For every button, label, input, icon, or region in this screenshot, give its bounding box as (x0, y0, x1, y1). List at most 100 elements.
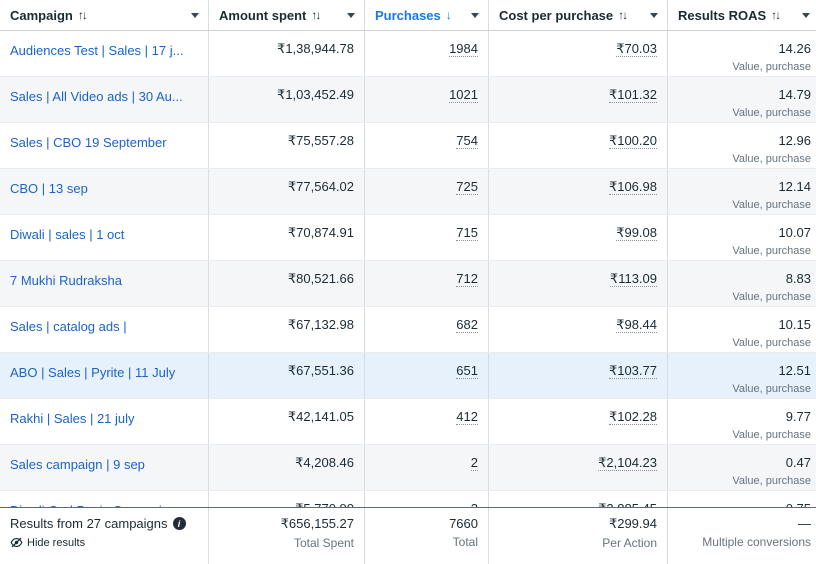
sort-arrows-icon: ↑↓ (618, 8, 628, 22)
roas-total-value: — (798, 516, 811, 531)
results-roas-cell: 12.51 Value, purchase (668, 353, 816, 398)
info-icon[interactable]: i (172, 517, 186, 530)
sort-arrows-icon: ↑↓ (77, 8, 88, 22)
table-row: Rakhi | Sales | 21 july ₹42,141.05 412 ₹… (0, 399, 816, 445)
campaign-cell: ABO | Sales | Pyrite | 11 July (0, 353, 209, 398)
campaign-link[interactable]: CBO | 13 sep (10, 181, 88, 196)
chevron-down-icon[interactable] (802, 12, 810, 18)
amount-spent-value: ₹4,208.46 (295, 455, 354, 470)
roas-value: 8.83 (785, 271, 811, 286)
results-roas-cell: 14.79 Value, purchase (668, 77, 816, 122)
roas-value: 12.96 (778, 133, 811, 148)
table-footer-row: Results from 27 campaigns i Hide results… (0, 507, 816, 564)
column-header-cost-per-purchase[interactable]: Cost per purchase ↑↓ (489, 0, 668, 30)
campaign-link[interactable]: ABO | Sales | Pyrite | 11 July (10, 365, 176, 380)
campaign-link[interactable]: Sales | CBO 19 September (10, 135, 167, 150)
results-roas-cell: 8.83 Value, purchase (668, 261, 816, 306)
purchases-cell: 1021 (365, 77, 489, 122)
purchases-value[interactable]: 412 (456, 409, 478, 425)
purchases-value[interactable]: 2 (470, 501, 478, 507)
campaign-link[interactable]: Sales | catalog ads | (10, 319, 127, 334)
purchases-cell: 725 (365, 169, 489, 214)
results-roas-cell: 0.75 (668, 491, 816, 507)
table-row: Diwali | sales | 1 oct ₹70,874.91 715 ₹9… (0, 215, 816, 261)
campaign-link[interactable]: Diwali God Pooja Samagri (10, 503, 162, 507)
purchases-cell: 754 (365, 123, 489, 168)
roas-value: 10.15 (778, 317, 811, 332)
purchases-cell: 412 (365, 399, 489, 444)
cost-per-purchase-value[interactable]: ₹113.09 (609, 271, 657, 287)
column-header-results-roas[interactable]: Results ROAS ↑↓ (668, 0, 816, 30)
cost-per-purchase-cell: ₹70.03 (489, 31, 668, 76)
sort-arrows-icon: ↑↓ (311, 8, 321, 22)
cost-per-purchase-value[interactable]: ₹103.77 (608, 363, 657, 379)
purchases-value[interactable]: 712 (456, 271, 478, 287)
purchases-value[interactable]: 754 (456, 133, 478, 149)
purchases-cell: 1984 (365, 31, 489, 76)
cost-per-purchase-cell: ₹100.20 (489, 123, 668, 168)
cost-per-purchase-value[interactable]: ₹98.44 (616, 317, 657, 333)
cost-per-purchase-value[interactable]: ₹99.08 (616, 225, 657, 241)
total-spent-cell: ₹656,155.27 Total Spent (209, 508, 365, 564)
cost-per-purchase-value[interactable]: ₹100.20 (608, 133, 657, 149)
purchases-value[interactable]: 1984 (449, 41, 478, 57)
eye-slash-icon (10, 537, 23, 548)
campaign-link[interactable]: Audiences Test | Sales | 17 j... (10, 43, 184, 58)
results-summary-cell: Results from 27 campaigns i Hide results (0, 508, 209, 564)
cost-per-purchase-cell: ₹101.32 (489, 77, 668, 122)
purchases-value[interactable]: 715 (456, 225, 478, 241)
roas-attribution-label: Value, purchase (732, 245, 811, 257)
amount-spent-cell: ₹4,208.46 (209, 445, 365, 490)
roas-value: 12.14 (778, 179, 811, 194)
cost-per-purchase-cell: ₹99.08 (489, 215, 668, 260)
column-label: Amount spent (219, 7, 307, 23)
roas-value: 14.79 (778, 87, 811, 102)
roas-attribution-label: Value, purchase (732, 429, 811, 441)
column-header-campaign[interactable]: Campaign ↑↓ (0, 0, 209, 30)
amount-spent-cell: ₹5,770.90 (209, 491, 365, 507)
sort-arrows-icon: ↑↓ (771, 8, 781, 22)
purchases-cell: 651 (365, 353, 489, 398)
purchases-value[interactable]: 1021 (449, 87, 478, 103)
hide-results-button[interactable]: Hide results (10, 536, 202, 549)
amount-spent-value: ₹67,551.36 (287, 363, 354, 378)
cost-per-purchase-value[interactable]: ₹106.98 (608, 179, 657, 195)
table-row: Sales | All Video ads | 30 Au... ₹1,03,4… (0, 77, 816, 123)
cost-per-purchase-value[interactable]: ₹2,885.45 (598, 501, 657, 507)
cost-per-purchase-value[interactable]: ₹102.28 (608, 409, 657, 425)
purchases-cell: 2 (365, 445, 489, 490)
cost-per-purchase-value[interactable]: ₹101.32 (608, 87, 657, 103)
cost-per-purchase-value[interactable]: ₹70.03 (616, 41, 657, 57)
purchases-value[interactable]: 651 (456, 363, 478, 379)
amount-spent-cell: ₹77,564.02 (209, 169, 365, 214)
cost-per-purchase-value[interactable]: ₹2,104.23 (598, 455, 657, 471)
purchases-value[interactable]: 682 (456, 317, 478, 333)
roas-attribution-label: Value, purchase (732, 61, 811, 73)
results-roas-cell: 10.15 Value, purchase (668, 307, 816, 352)
campaign-link[interactable]: Rakhi | Sales | 21 july (10, 411, 135, 426)
purchases-value[interactable]: 725 (456, 179, 478, 195)
column-header-amount-spent[interactable]: Amount spent ↑↓ (209, 0, 365, 30)
roas-total-label: Multiple conversions (702, 535, 811, 549)
sort-descending-icon: ↓ (445, 8, 452, 22)
column-header-purchases[interactable]: Purchases ↓ (365, 0, 489, 30)
campaign-cell: Diwali | sales | 1 oct (0, 215, 209, 260)
cost-total-cell: ₹299.94 Per Action (489, 508, 668, 564)
results-roas-cell: 12.96 Value, purchase (668, 123, 816, 168)
table-row: CBO | 13 sep ₹77,564.02 725 ₹106.98 12.1… (0, 169, 816, 215)
campaign-link[interactable]: Diwali | sales | 1 oct (10, 227, 125, 242)
purchases-value[interactable]: 2 (470, 455, 478, 471)
amount-spent-value: ₹70,874.91 (287, 225, 354, 240)
campaign-link[interactable]: 7 Mukhi Rudraksha (10, 273, 122, 288)
cost-per-purchase-cell: ₹2,104.23 (489, 445, 668, 490)
chevron-down-icon[interactable] (347, 12, 355, 18)
campaign-link[interactable]: Sales campaign | 9 sep (10, 457, 145, 472)
amount-spent-value: ₹67,132.98 (287, 317, 354, 332)
campaign-link[interactable]: Sales | All Video ads | 30 Au... (10, 89, 183, 104)
purchases-cell: 715 (365, 215, 489, 260)
chevron-down-icon[interactable] (191, 12, 199, 18)
chevron-down-icon[interactable] (471, 12, 479, 18)
campaign-cell: Sales | catalog ads | (0, 307, 209, 352)
chevron-down-icon[interactable] (650, 12, 658, 18)
roas-value: 12.51 (778, 363, 811, 378)
